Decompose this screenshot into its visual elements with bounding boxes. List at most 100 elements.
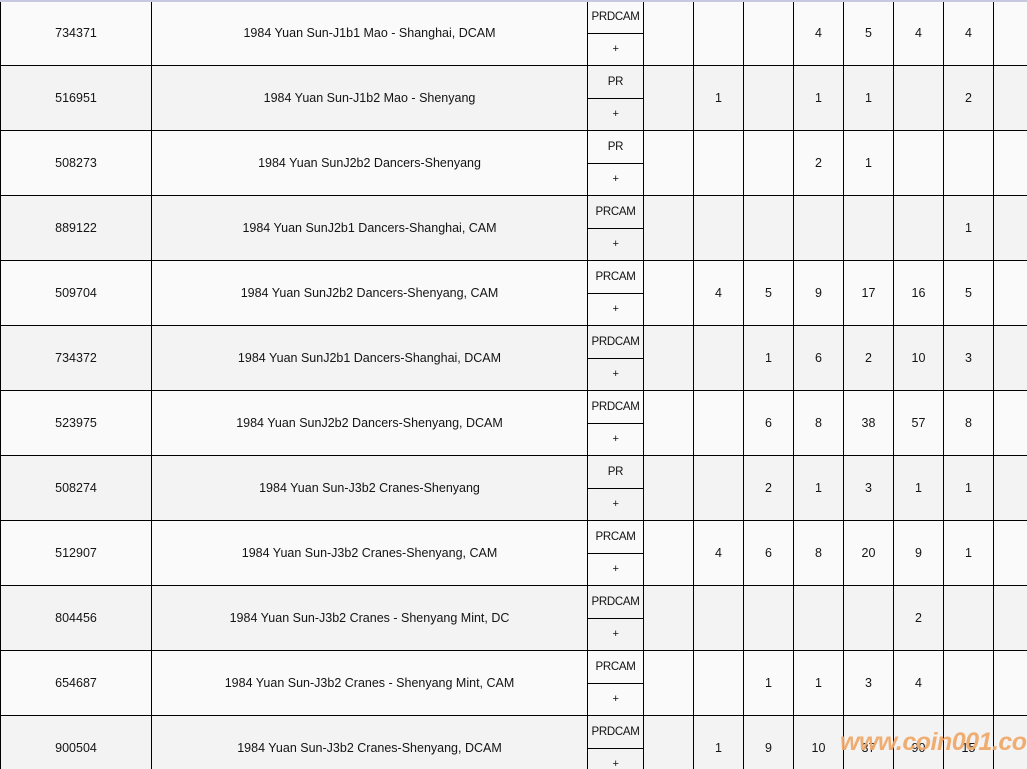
population-count-cell: 1 [943, 195, 994, 261]
population-count-cell: 4 [893, 0, 944, 66]
population-count-cell: 1 [893, 455, 944, 521]
population-count-cell [993, 195, 1027, 261]
cert-number-link[interactable]: 523975 [0, 390, 152, 456]
grade-plus-label: + [588, 487, 643, 520]
table-row: 508273 1984 Yuan SunJ2b2 Dancers-Shenyang… [0, 130, 1027, 196]
grade-plus-label: + [588, 227, 643, 260]
grade-designation-cell: PRDCAM + [587, 325, 644, 391]
cert-number-link[interactable]: 512907 [0, 520, 152, 586]
population-count-cell: 3 [843, 650, 894, 716]
coin-description: 1984 Yuan Sun-J3b2 Cranes - Shenyang Min… [151, 585, 588, 651]
population-count-cell: 8 [943, 390, 994, 456]
population-count-cell [943, 585, 994, 651]
population-count-cell [643, 520, 694, 586]
population-count-cell [993, 455, 1027, 521]
coin-description: 1984 Yuan Sun-J3b2 Cranes-Shenyang, DCAM [151, 715, 588, 769]
cert-number-link[interactable]: 516951 [0, 65, 152, 131]
cert-number-link[interactable]: 900504 [0, 715, 152, 769]
coin-description: 1984 Yuan Sun-J3b2 Cranes-Shenyang [151, 455, 588, 521]
grade-designation-cell: PRDCAM + [587, 715, 644, 769]
cert-number-link[interactable]: 734371 [0, 0, 152, 66]
grade-plus-label: + [588, 97, 643, 130]
population-count-cell: 2 [893, 585, 944, 651]
grade-plus-label: + [588, 32, 643, 65]
population-count-cell: 6 [743, 520, 794, 586]
grade-subtable: PRDCAM + [588, 391, 643, 455]
table-row: 734371 1984 Yuan Sun-J1b1 Mao - Shanghai,… [0, 0, 1027, 66]
population-count-cell: 17 [843, 260, 894, 326]
population-count-cell [643, 585, 694, 651]
table-row: 523975 1984 Yuan SunJ2b2 Dancers-Shenyang… [0, 390, 1027, 456]
grade-subtable: PRCAM + [588, 196, 643, 260]
population-count-cell: 16 [893, 260, 944, 326]
population-count-cell [993, 390, 1027, 456]
population-count-cell: 4 [693, 520, 744, 586]
population-count-cell [993, 65, 1027, 131]
cert-number-link[interactable]: 508273 [0, 130, 152, 196]
table-row: 900504 1984 Yuan Sun-J3b2 Cranes-Shenyang… [0, 715, 1027, 769]
grade-designation-cell: PRDCAM + [587, 585, 644, 651]
coin-description: 1984 Yuan SunJ2b2 Dancers-Shenyang, CAM [151, 260, 588, 326]
cert-number-link[interactable]: 734372 [0, 325, 152, 391]
population-count-cell: 9 [893, 520, 944, 586]
grade-designation-cell: PRCAM + [587, 195, 644, 261]
population-count-cell: 1 [843, 130, 894, 196]
population-count-cell: 5 [843, 0, 894, 66]
population-count-cell [993, 325, 1027, 391]
grade-plus-label: + [588, 162, 643, 195]
population-count-cell [993, 0, 1027, 66]
population-count-cell: 5 [743, 260, 794, 326]
cert-number-link[interactable]: 889122 [0, 195, 152, 261]
table-row: 889122 1984 Yuan SunJ2b1 Dancers-Shanghai… [0, 195, 1027, 261]
population-count-cell: 15 [943, 715, 994, 769]
grade-subtable: PRCAM + [588, 651, 643, 715]
population-count-cell [743, 130, 794, 196]
population-count-cell [693, 390, 744, 456]
coin-description: 1984 Yuan SunJ2b2 Dancers-Shenyang [151, 130, 588, 196]
grade-label: PRDCAM [588, 586, 643, 619]
population-count-cell: 1 [693, 715, 744, 769]
population-count-cell [643, 650, 694, 716]
population-count-cell: 9 [793, 260, 844, 326]
population-count-cell: 3 [943, 325, 994, 391]
coin-description: 1984 Yuan Sun-J3b2 Cranes-Shenyang, CAM [151, 520, 588, 586]
grade-designation-cell: PRDCAM + [587, 0, 644, 66]
population-count-cell [643, 390, 694, 456]
grade-label: PR [588, 131, 643, 164]
grade-label: PRCAM [588, 261, 643, 294]
population-count-cell: 2 [943, 65, 994, 131]
population-count-cell [643, 195, 694, 261]
grade-plus-label: + [588, 682, 643, 715]
population-count-cell: 1 [793, 65, 844, 131]
population-count-cell [993, 585, 1027, 651]
population-count-cell [643, 0, 694, 66]
grade-subtable: PRCAM + [588, 521, 643, 585]
grade-plus-label: + [588, 552, 643, 585]
cert-number-link[interactable]: 804456 [0, 585, 152, 651]
population-count-cell [743, 0, 794, 66]
population-count-cell: 1 [793, 455, 844, 521]
table-row: 654687 1984 Yuan Sun-J3b2 Cranes - Shenya… [0, 650, 1027, 716]
cert-number-link[interactable]: 508274 [0, 455, 152, 521]
grade-designation-cell: PRDCAM + [587, 390, 644, 456]
table-row: 804456 1984 Yuan Sun-J3b2 Cranes - Shenya… [0, 585, 1027, 651]
cert-number-link[interactable]: 509704 [0, 260, 152, 326]
population-count-cell: 2 [843, 325, 894, 391]
cert-number-link[interactable]: 654687 [0, 650, 152, 716]
population-count-cell: 8 [793, 390, 844, 456]
grade-subtable: PR + [588, 456, 643, 520]
population-count-cell: 1 [943, 455, 994, 521]
population-count-cell [693, 0, 744, 66]
coin-description: 1984 Yuan SunJ2b2 Dancers-Shenyang, DCAM [151, 390, 588, 456]
population-count-cell [793, 585, 844, 651]
population-count-cell: 4 [693, 260, 744, 326]
grade-designation-cell: PRCAM + [587, 650, 644, 716]
population-count-cell: 4 [793, 0, 844, 66]
table-row: 516951 1984 Yuan Sun-J1b2 Mao - Shenyang P… [0, 65, 1027, 131]
population-count-cell [693, 650, 744, 716]
population-count-cell [843, 585, 894, 651]
grade-subtable: PRDCAM + [588, 1, 643, 65]
grade-label: PRDCAM [588, 326, 643, 359]
